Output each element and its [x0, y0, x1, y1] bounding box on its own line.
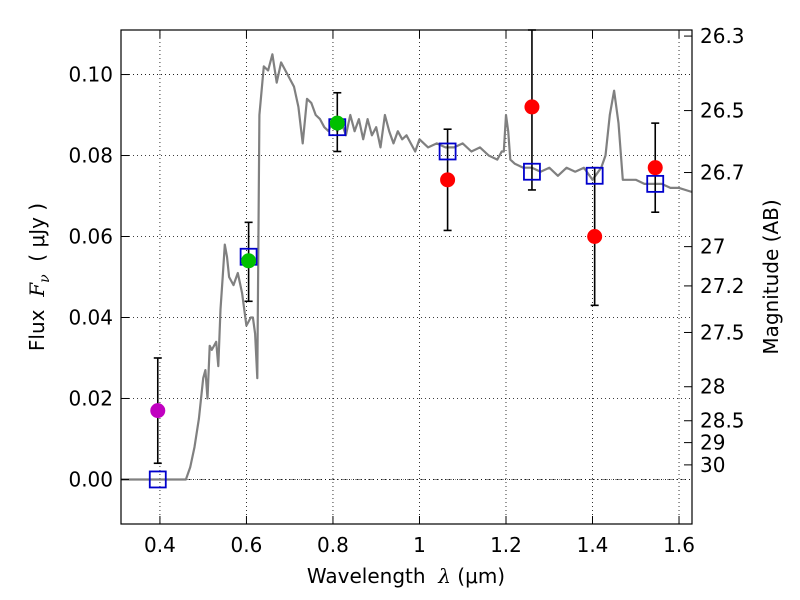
observed-flux-point — [587, 229, 603, 245]
y-tick-label: 0.08 — [68, 144, 113, 168]
observed-flux-point — [329, 115, 345, 131]
y-tick-label: 0.04 — [68, 305, 113, 329]
right-tick-label: 27 — [700, 235, 725, 259]
y-tick-label: 0.06 — [68, 225, 113, 249]
right-tick-label: 27.5 — [700, 320, 745, 344]
y-axis-label-symbol: F — [25, 282, 49, 298]
axis-ticks: 0.4 0.6 0.8 1 1.2 1.4 1.6 0.00 0.02 0.04 0.06 0.08 0… — [68, 24, 744, 557]
observed-flux-point — [647, 160, 663, 176]
x-axis-label-prefix: Wavelength — [307, 564, 438, 588]
observed-flux-point — [524, 99, 540, 115]
x-tick-label: 1 — [413, 533, 426, 557]
sed-model-curve — [121, 53, 693, 481]
right-y-axis-label: Magnitude (AB) — [759, 199, 783, 354]
right-tick-label: 28 — [700, 375, 725, 399]
markers — [148, 99, 665, 489]
y-tick-label: 0.00 — [68, 467, 113, 491]
observed-flux-point — [150, 403, 166, 419]
right-tick-label: 26.7 — [700, 161, 745, 185]
model-photometry-square — [438, 142, 457, 161]
y-tick-label: 0.02 — [68, 386, 113, 410]
x-axis-label-unit: (μm) — [451, 564, 505, 588]
observed-flux-point — [440, 172, 456, 188]
x-tick-label: 1.2 — [490, 533, 522, 557]
y-axis-label-prefix: Flux — [25, 297, 49, 351]
x-tick-label: 0.6 — [231, 533, 263, 557]
x-tick-label: 0.8 — [317, 533, 349, 557]
grid-lines — [121, 30, 692, 524]
model-photometry-square — [148, 470, 167, 489]
right-tick-label: 28.5 — [700, 409, 745, 433]
x-tick-label: 1.6 — [663, 533, 695, 557]
x-tick-label: 0.4 — [144, 533, 176, 557]
model-photometry-square — [646, 174, 665, 193]
x-tick-label: 1.4 — [577, 533, 609, 557]
model-photometry-square — [523, 162, 541, 181]
x-axis-label: Wavelength λ (μm) — [307, 564, 505, 588]
plot-frame — [120, 29, 693, 525]
right-tick-label: 26.5 — [700, 99, 745, 123]
y-tick-label: 0.10 — [68, 63, 113, 87]
x-axis-label-symbol: λ — [437, 564, 451, 588]
y-axis-label-subscript: ν — [37, 274, 53, 283]
right-tick-label: 27.2 — [700, 274, 745, 298]
y-axis-label-unit: ( μJy ) — [25, 203, 49, 275]
model-photometry-square — [585, 166, 604, 185]
right-tick-label: 30 — [700, 453, 725, 477]
right-tick-label: 29 — [700, 431, 725, 455]
sed-model-line — [121, 53, 693, 481]
right-tick-label: 26.3 — [700, 24, 745, 48]
y-axis-label: Flux Fν ( μJy ) — [25, 203, 53, 351]
observed-flux-point — [241, 253, 257, 269]
